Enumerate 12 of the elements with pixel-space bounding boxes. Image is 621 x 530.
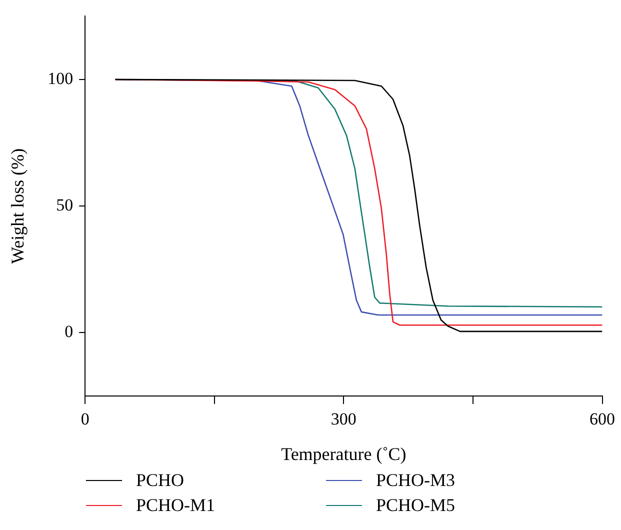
legend-label: PCHO-M5 [376, 495, 456, 516]
y-axis-title: Weight loss (%) [8, 148, 28, 264]
x-tick-label: 0 [80, 410, 90, 429]
x-tick-label: 300 [330, 410, 356, 429]
y-tick-label: 50 [56, 196, 74, 215]
x-tick-label: 600 [590, 410, 615, 429]
y-tick-label: 0 [64, 322, 74, 342]
x-axis-title: Temperature (˚C) [281, 444, 406, 464]
legend-label: PCHO-M3 [376, 470, 456, 491]
legend-label: PCHO-M1 [136, 495, 216, 516]
y-tick-label: 100 [48, 68, 74, 88]
legend-label: PCHO [136, 470, 184, 491]
